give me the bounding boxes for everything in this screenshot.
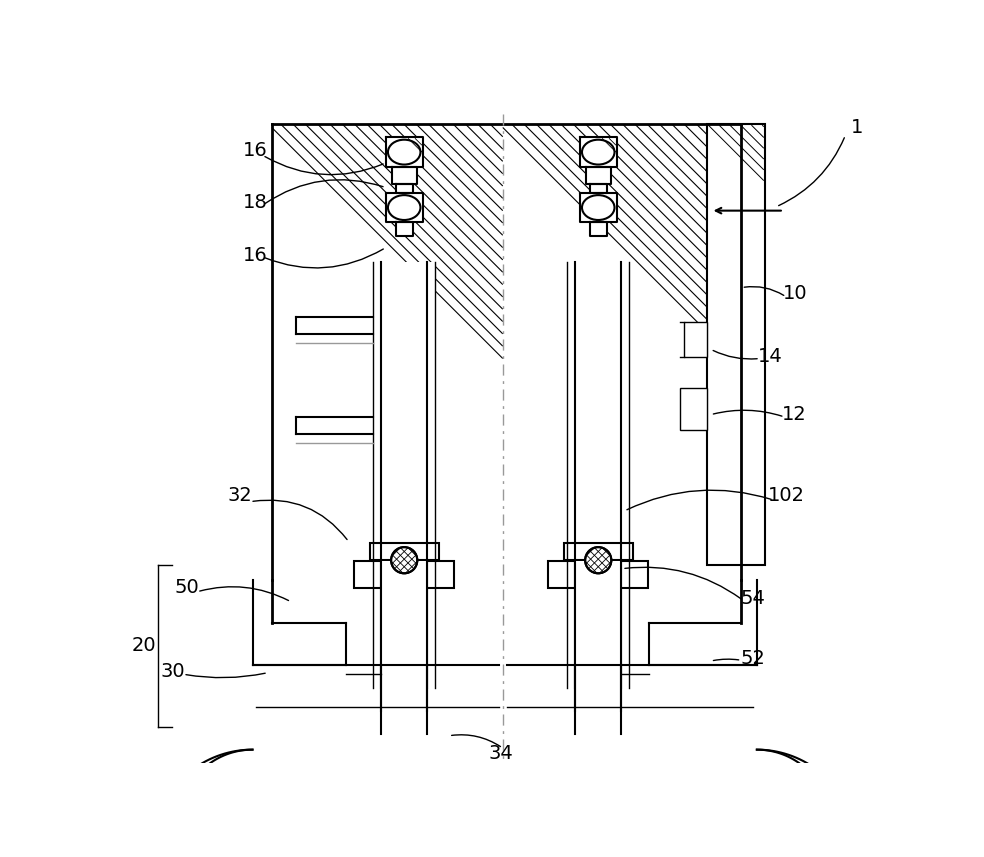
- Circle shape: [585, 547, 611, 573]
- Bar: [589, 222, 607, 236]
- Bar: [564, 543, 633, 560]
- Text: 1: 1: [851, 118, 863, 137]
- Bar: [580, 193, 617, 222]
- Bar: [253, 665, 346, 763]
- Bar: [381, 561, 427, 711]
- Bar: [370, 543, 439, 560]
- Bar: [396, 183, 412, 193]
- Text: 54: 54: [741, 590, 766, 608]
- Bar: [680, 387, 707, 430]
- Text: 10: 10: [783, 285, 808, 303]
- Bar: [575, 665, 621, 734]
- Bar: [381, 665, 427, 734]
- Text: 18: 18: [242, 194, 268, 213]
- Text: 12: 12: [781, 405, 806, 424]
- Text: 20: 20: [132, 636, 156, 656]
- Text: 50: 50: [175, 578, 200, 597]
- Bar: [354, 561, 455, 588]
- Bar: [568, 262, 629, 688]
- Bar: [707, 124, 765, 565]
- Bar: [386, 193, 423, 222]
- Bar: [548, 561, 648, 588]
- Bar: [392, 167, 416, 183]
- Bar: [585, 167, 610, 183]
- Text: 16: 16: [242, 246, 268, 265]
- Bar: [580, 137, 617, 167]
- Circle shape: [391, 547, 417, 573]
- Text: 14: 14: [759, 347, 783, 367]
- Text: 32: 32: [227, 486, 252, 505]
- Text: 52: 52: [741, 650, 766, 668]
- Bar: [386, 137, 423, 167]
- Text: 30: 30: [161, 662, 186, 680]
- Bar: [684, 322, 707, 357]
- Bar: [575, 561, 621, 711]
- Text: 34: 34: [489, 744, 514, 763]
- Bar: [649, 665, 757, 763]
- Text: 16: 16: [242, 141, 268, 160]
- Bar: [373, 262, 435, 688]
- Text: 102: 102: [768, 486, 805, 505]
- Bar: [396, 222, 412, 236]
- Bar: [589, 183, 607, 193]
